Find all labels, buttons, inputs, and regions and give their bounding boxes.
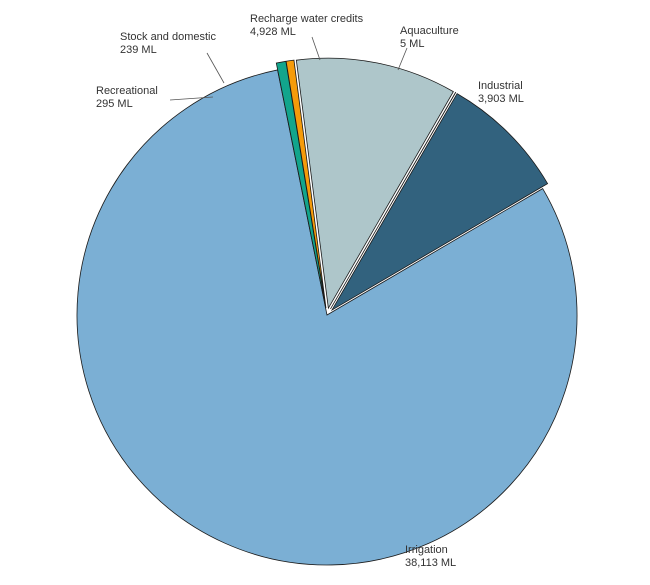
leader-lines <box>169 36 408 101</box>
slice-value-aquaculture: 5 ML <box>400 38 424 50</box>
slice-value-irrigation: 38,113 ML <box>405 557 456 569</box>
slice-label-industrial: Industrial <box>478 80 523 92</box>
leader-line-stock-and-domestic <box>206 52 225 84</box>
slice-value-stock-and-domestic: 239 ML <box>120 44 157 56</box>
slice-label-aquaculture: Aquaculture <box>400 25 459 37</box>
slice-value-industrial: 3,903 ML <box>478 93 524 105</box>
slice-stock-and-domestic <box>285 59 327 309</box>
slice-label-irrigation: Irrigation <box>405 544 448 556</box>
leader-line-recreational <box>169 96 214 101</box>
leader-line-aquaculture <box>397 47 408 71</box>
slice-label-recharge-water-credits: Recharge water credits <box>250 13 364 25</box>
slice-recharge-water-credits <box>295 57 454 310</box>
slice-irrigation <box>76 69 578 566</box>
slice-value-recharge-water-credits: 4,928 ML <box>250 26 296 38</box>
pie-slices <box>76 57 578 566</box>
slice-label-stock-and-domestic: Stock and domestic <box>120 31 216 43</box>
slice-label-recreational: Recreational <box>96 85 158 97</box>
slice-value-recreational: 295 ML <box>96 98 133 110</box>
leader-line-recharge-water-credits <box>311 36 321 61</box>
slice-industrial <box>330 93 549 312</box>
slice-aquaculture <box>330 91 457 310</box>
